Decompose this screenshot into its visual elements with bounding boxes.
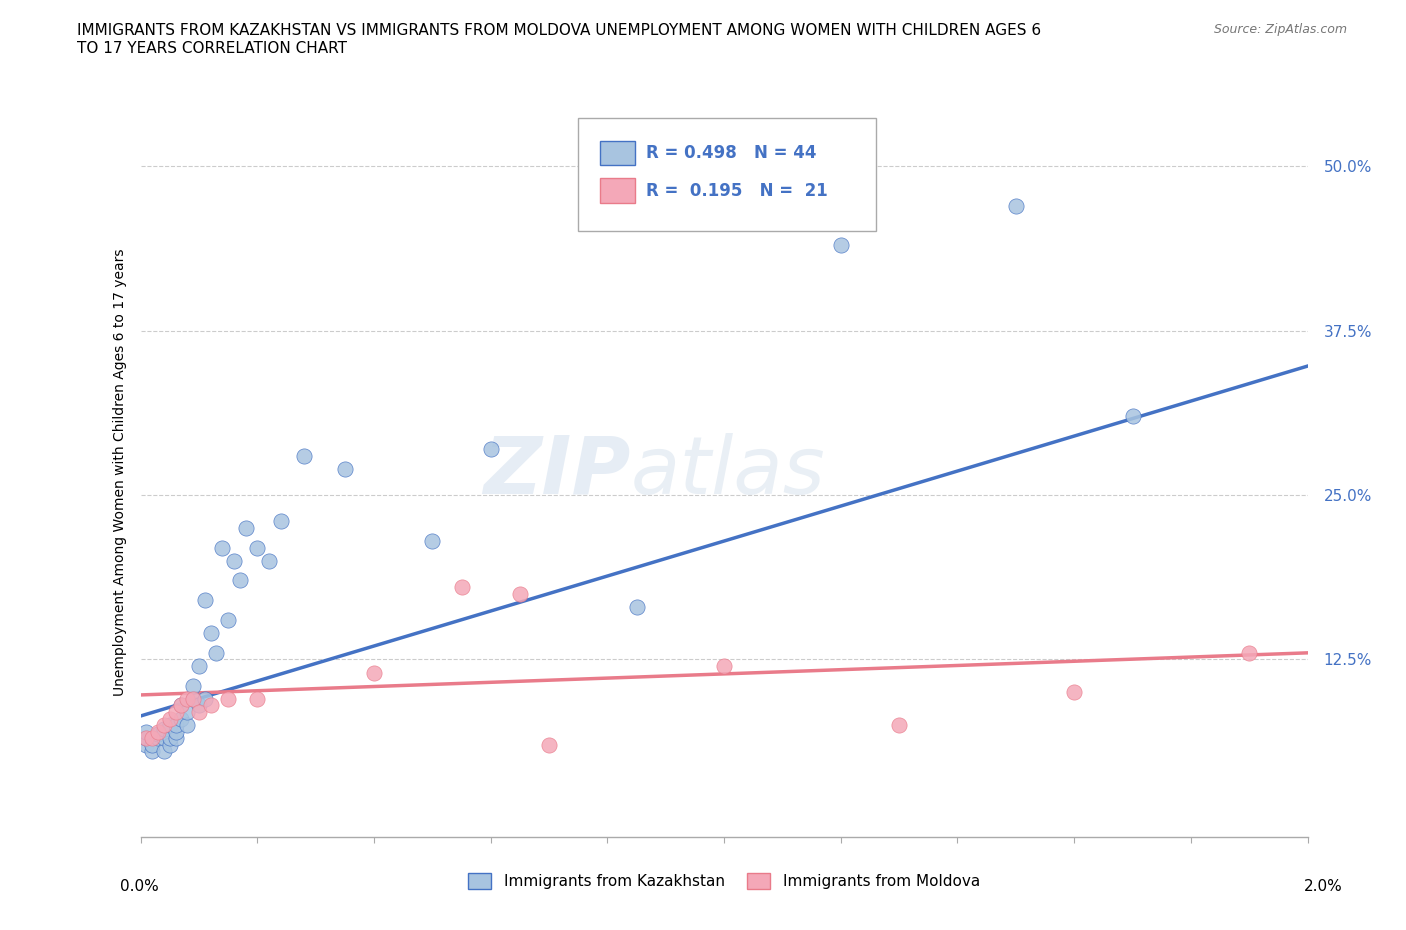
Point — [153, 731, 176, 746]
Point — [146, 727, 169, 742]
Point — [538, 737, 561, 752]
Point — [194, 592, 217, 607]
Point — [229, 573, 252, 588]
Point — [165, 718, 187, 733]
FancyBboxPatch shape — [578, 118, 876, 231]
Point — [422, 534, 444, 549]
Point — [135, 731, 157, 746]
Point — [200, 626, 222, 641]
Text: Source: ZipAtlas.com: Source: ZipAtlas.com — [1213, 23, 1347, 36]
Point — [176, 705, 198, 720]
Point — [479, 442, 502, 457]
Point — [217, 613, 239, 628]
Point — [146, 724, 169, 739]
Point — [141, 744, 163, 759]
Point — [176, 718, 198, 733]
Point — [194, 691, 217, 706]
Point — [165, 724, 187, 739]
Point — [1239, 645, 1261, 660]
Point — [246, 540, 269, 555]
Point — [211, 540, 233, 555]
Y-axis label: Unemployment Among Women with Children Ages 6 to 17 years: Unemployment Among Women with Children A… — [112, 248, 127, 696]
Point — [181, 678, 204, 693]
Point — [165, 705, 187, 720]
Point — [509, 586, 531, 601]
Legend: Immigrants from Kazakhstan, Immigrants from Moldova: Immigrants from Kazakhstan, Immigrants f… — [463, 867, 986, 895]
Point — [159, 711, 181, 726]
Point — [159, 731, 181, 746]
Point — [1063, 684, 1085, 699]
Point — [713, 658, 735, 673]
Point — [141, 737, 163, 752]
Point — [270, 514, 292, 529]
Point — [153, 722, 176, 737]
Text: atlas: atlas — [631, 433, 825, 511]
FancyBboxPatch shape — [600, 140, 636, 166]
Point — [1122, 408, 1144, 423]
Point — [626, 599, 648, 614]
Point — [135, 731, 157, 746]
Point — [217, 691, 239, 706]
Point — [170, 698, 193, 713]
Text: IMMIGRANTS FROM KAZAKHSTAN VS IMMIGRANTS FROM MOLDOVA UNEMPLOYMENT AMONG WOMEN W: IMMIGRANTS FROM KAZAKHSTAN VS IMMIGRANTS… — [77, 23, 1042, 56]
Point — [292, 448, 315, 463]
Point — [165, 731, 187, 746]
Point — [135, 737, 157, 752]
Point — [159, 718, 181, 733]
Text: ZIP: ZIP — [484, 433, 631, 511]
Point — [200, 698, 222, 713]
Text: 2.0%: 2.0% — [1303, 879, 1343, 894]
Text: 0.0%: 0.0% — [120, 879, 159, 894]
Point — [153, 718, 176, 733]
Point — [146, 731, 169, 746]
Point — [170, 698, 193, 713]
Point — [181, 691, 204, 706]
Point — [889, 718, 911, 733]
Point — [135, 724, 157, 739]
Point — [141, 731, 163, 746]
Point — [257, 553, 280, 568]
Point — [830, 238, 852, 253]
Point — [181, 691, 204, 706]
Point — [159, 737, 181, 752]
Point — [235, 521, 257, 536]
Text: R =  0.195   N =  21: R = 0.195 N = 21 — [645, 182, 828, 200]
Point — [205, 645, 228, 660]
Point — [188, 705, 211, 720]
Point — [1005, 198, 1028, 213]
Point — [153, 744, 176, 759]
Point — [170, 711, 193, 726]
Point — [222, 553, 245, 568]
Point — [188, 658, 211, 673]
Point — [333, 461, 356, 476]
Text: R = 0.498   N = 44: R = 0.498 N = 44 — [645, 144, 817, 162]
Point — [188, 698, 211, 713]
Point — [363, 665, 385, 680]
Point — [450, 579, 472, 594]
Point — [176, 691, 198, 706]
FancyBboxPatch shape — [600, 179, 636, 204]
Point — [246, 691, 269, 706]
